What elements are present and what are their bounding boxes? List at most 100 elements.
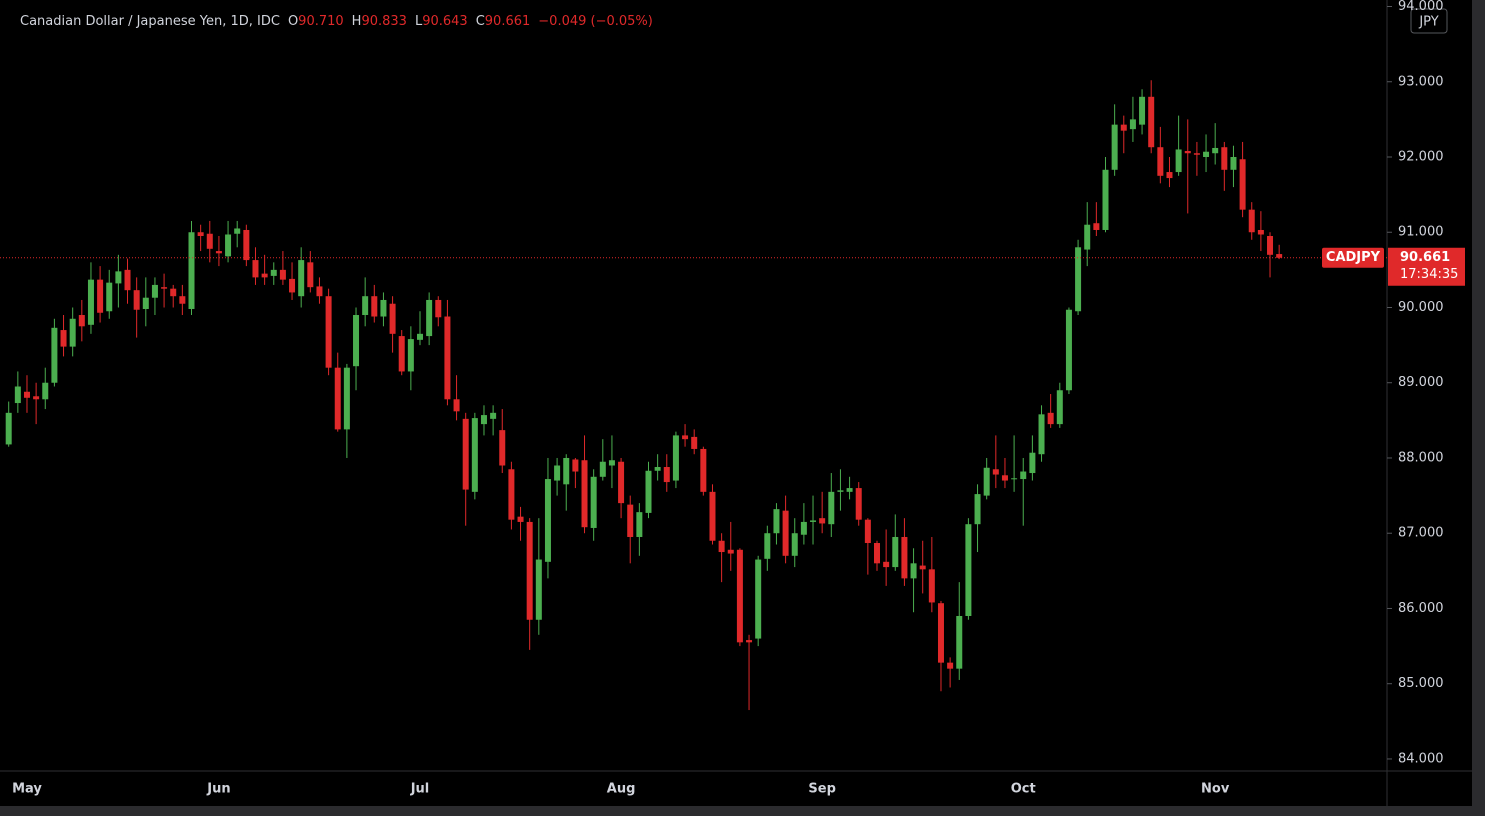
candle-body [672, 435, 679, 481]
candle-body [316, 286, 323, 297]
candle-body [1267, 236, 1274, 255]
legend-value: 90.661 [484, 14, 531, 29]
candle-body [106, 282, 113, 312]
candle-body [791, 533, 798, 556]
candle-body [974, 494, 981, 525]
candle-body [590, 476, 597, 528]
candle-body [736, 549, 743, 643]
candle-body [362, 296, 369, 316]
candle-body [947, 662, 954, 669]
candle-body [279, 269, 286, 280]
candle-body [937, 603, 944, 663]
currency-label: JPY [1418, 15, 1438, 30]
candle-body [426, 299, 433, 337]
candle-body [188, 232, 195, 309]
price-label: 90.661 [1400, 250, 1450, 265]
x-tick-label: Aug [607, 782, 636, 797]
candle-body [371, 296, 378, 317]
candle-body [87, 279, 94, 325]
candle-body [508, 469, 515, 520]
candle-body [755, 559, 762, 639]
candle-body [1203, 151, 1210, 157]
y-tick-label: 86.000 [1398, 601, 1444, 616]
candle-body [517, 516, 524, 522]
legend-key: L [414, 14, 423, 29]
candle-body [170, 288, 177, 297]
candle-body [243, 229, 250, 261]
candle-body [343, 367, 350, 430]
candle-body [599, 461, 606, 477]
candle-body [1038, 414, 1045, 455]
candle-body [161, 287, 168, 289]
candle-body [215, 251, 222, 254]
candle-body [60, 330, 67, 347]
candle-body [1093, 223, 1100, 230]
candle-body [864, 519, 871, 544]
y-tick-label: 90.000 [1398, 300, 1444, 315]
candle-body [1166, 172, 1173, 179]
candle-body [572, 459, 579, 472]
candle-body [608, 460, 615, 466]
candle-body [42, 382, 49, 400]
candle-body [901, 536, 908, 579]
currency-box[interactable] [1410, 8, 1448, 34]
candle-body [1047, 412, 1054, 425]
candle-body [289, 278, 296, 293]
candle-body [1029, 452, 1036, 474]
candle-body [535, 559, 542, 620]
candle-body [983, 467, 990, 496]
symbol-label: CADJPY [1326, 250, 1381, 265]
y-tick-label: 84.000 [1398, 751, 1444, 766]
candle-body [453, 399, 460, 412]
candle-body [618, 461, 625, 504]
x-tick-label: Jul [410, 782, 430, 797]
candle-body [1212, 147, 1219, 154]
candle-body [14, 386, 21, 404]
candle-body [398, 336, 405, 372]
candle-body [1020, 471, 1027, 480]
candle-body [115, 271, 122, 284]
header: Canadian Dollar / Japanese Yen, 1D, IDC O… [20, 14, 653, 29]
candle-body [261, 273, 268, 278]
legend-key: O [287, 14, 299, 29]
candle-body [252, 260, 259, 278]
y-tick-label: 91.000 [1398, 225, 1444, 240]
candle-body [78, 315, 85, 327]
candle-body [892, 536, 899, 568]
candle-body [270, 269, 277, 276]
candle-body [645, 470, 652, 513]
candle-body [544, 479, 551, 562]
candle-body [1102, 169, 1109, 230]
candle-body [1139, 96, 1146, 125]
candle-body [33, 396, 40, 400]
candle-body [846, 488, 853, 492]
candle-body [883, 561, 890, 568]
legend-value: 90.643 [422, 14, 468, 29]
candle-body [435, 299, 442, 318]
candle-body [325, 296, 332, 368]
y-tick-label: 87.000 [1398, 526, 1444, 541]
candle-body [51, 327, 58, 383]
y-tick-label: 89.000 [1398, 375, 1444, 390]
candle-body [1065, 309, 1072, 391]
candle-body [124, 269, 131, 291]
candle-body [1276, 254, 1283, 258]
candle-body [1248, 209, 1255, 233]
candle-body [627, 504, 634, 537]
chart-title: Canadian Dollar / Japanese Yen, 1D, IDC [20, 14, 280, 29]
candle-body [444, 316, 451, 400]
candle-body [151, 284, 158, 298]
candle-body [499, 430, 506, 466]
candle-body [407, 339, 414, 372]
candle-body [1001, 475, 1008, 481]
candle-body [334, 367, 341, 430]
candle-body [965, 524, 972, 616]
candle-body [1157, 147, 1164, 176]
candle-body [682, 435, 689, 440]
legend-value: 90.710 [298, 14, 344, 29]
candle-body [718, 540, 725, 553]
candle-body [1148, 96, 1155, 148]
candle-body [782, 510, 789, 556]
candle-body [526, 521, 533, 620]
candle-body [992, 469, 999, 475]
